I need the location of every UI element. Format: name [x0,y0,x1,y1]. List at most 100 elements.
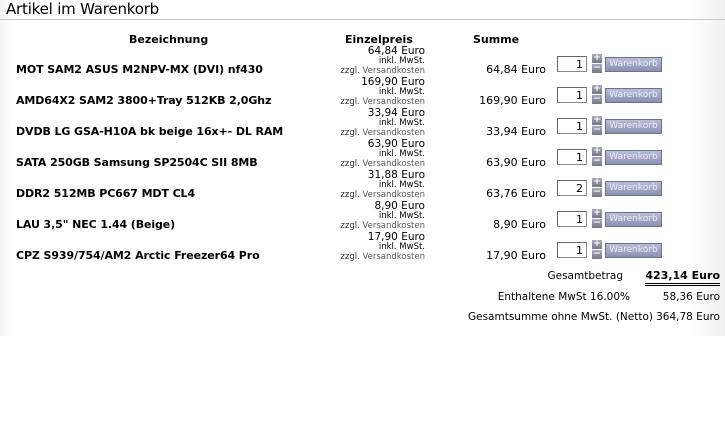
unit-price-value: 17,90 Euro [367,231,425,243]
unit-price: 169,90 Euro inkl. MwSt. zzgl. Versandkos… [340,77,425,107]
unit-price: 63,90 Euro inkl. MwSt. zzgl. Versandkost… [340,139,425,169]
plus-icon[interactable]: + [592,84,602,94]
quantity-input[interactable] [557,242,587,258]
unit-price-value: 8,90 Euro [374,200,425,212]
quantity-input[interactable] [557,118,587,134]
quantity-stepper[interactable]: + − [592,240,602,260]
update-cart-button[interactable]: Warenkorb [605,181,662,196]
shipping-prefix: zzgl. [340,66,360,76]
cart-row: DVDB LG GSA-H10A bk beige 16x+- DL RAM 3… [0,108,725,151]
vat-note: inkl. MwSt. [378,180,425,190]
cart-panel: Artikel im Warenkorb Bezeichnung Einzelp… [0,0,725,336]
plus-icon[interactable]: + [592,239,602,249]
minus-icon[interactable]: − [592,63,602,73]
line-sum: 63,76 Euro [486,187,546,200]
plus-icon[interactable]: + [592,115,602,125]
item-name: CPZ S939/754/AM2 Arctic Freezer64 Pro [16,249,260,262]
cart-row: AMD64X2 SAM2 3800+Tray 512KB 2,0Ghz 169,… [0,77,725,120]
quantity-stepper[interactable]: + − [592,85,602,105]
quantity-input[interactable] [557,211,587,227]
unit-price-value: 31,88 Euro [367,169,425,181]
plus-icon[interactable]: + [592,146,602,156]
update-cart-button[interactable]: Warenkorb [605,57,662,72]
line-sum: 64,84 Euro [486,63,546,76]
shipping-prefix: zzgl. [340,159,360,169]
plus-icon[interactable]: + [592,53,602,63]
line-sum: 169,90 Euro [479,94,546,107]
unit-price: 17,90 Euro inkl. MwSt. zzgl. Versandkost… [340,232,425,262]
item-name: DVDB LG GSA-H10A bk beige 16x+- DL RAM [16,125,284,138]
shipping-link[interactable]: Versandkosten [362,97,426,107]
item-name: DDR2 512MB PC667 MDT CL4 [16,187,196,200]
unit-price: 33,94 Euro inkl. MwSt. zzgl. Versandkost… [340,108,425,138]
quantity-input[interactable] [557,149,587,165]
update-cart-button[interactable]: Warenkorb [605,243,662,258]
quantity-stepper[interactable]: + − [592,209,602,229]
shipping-note: zzgl. Versandkosten [340,252,425,262]
shipping-prefix: zzgl. [340,128,360,138]
shipping-prefix: zzgl. [340,252,360,262]
quantity-input[interactable] [557,180,587,196]
vat-note: inkl. MwSt. [378,87,425,97]
header-name: Bezeichnung [129,33,209,46]
vat-note: inkl. MwSt. [378,56,425,66]
plus-icon[interactable]: + [592,208,602,218]
unit-price-value: 33,94 Euro [367,107,425,119]
unit-price: 31,88 Euro inkl. MwSt. zzgl. Versandkost… [340,170,425,200]
item-name: SATA 250GB Samsung SP2504C SII 8MB [16,156,258,169]
quantity-input[interactable] [557,87,587,103]
cart-row: MOT SAM2 ASUS M2NPV-MX (DVI) nf430 64,84… [0,46,725,89]
shipping-link[interactable]: Versandkosten [362,159,426,169]
net-label: Gesamtsumme ohne MwSt. (Netto) [467,311,653,323]
plus-icon[interactable]: + [592,177,602,187]
minus-icon[interactable]: − [592,187,602,197]
title-divider [0,19,725,20]
update-cart-button[interactable]: Warenkorb [605,119,662,134]
shipping-prefix: zzgl. [340,221,360,231]
quantity-input[interactable] [557,56,587,72]
shipping-link[interactable]: Versandkosten [362,252,426,262]
minus-icon[interactable]: − [592,218,602,228]
item-name: LAU 3,5" NEC 1.44 (Beige) [16,218,176,231]
minus-icon[interactable]: − [592,249,602,259]
unit-price: 8,90 Euro inkl. MwSt. zzgl. Versandkoste… [340,201,425,231]
cart-row: SATA 250GB Samsung SP2504C SII 8MB 63,90… [0,139,725,182]
vat-note: inkl. MwSt. [378,149,425,159]
vat-label: Enthaltene MwSt 16.00% [497,291,630,303]
shipping-note: zzgl. Versandkosten [340,97,425,107]
shipping-link[interactable]: Versandkosten [362,190,426,200]
vat-note: inkl. MwSt. [378,242,425,252]
quantity-stepper[interactable]: + − [592,147,602,167]
total-label: Gesamtbetrag [547,270,623,282]
line-sum: 63,90 Euro [486,156,546,169]
shipping-note: zzgl. Versandkosten [340,66,425,76]
header-sum: Summe [473,33,520,46]
vat-note: inkl. MwSt. [378,211,425,221]
quantity-stepper[interactable]: + − [592,54,602,74]
unit-price-value: 63,90 Euro [367,138,425,150]
update-cart-button[interactable]: Warenkorb [605,88,662,103]
minus-icon[interactable]: − [592,94,602,104]
shipping-note: zzgl. Versandkosten [340,128,425,138]
shipping-note: zzgl. Versandkosten [340,221,425,231]
cart-row: CPZ S939/754/AM2 Arctic Freezer64 Pro 17… [0,232,725,275]
line-sum: 8,90 Euro [493,218,546,231]
update-cart-button[interactable]: Warenkorb [605,150,662,165]
quantity-stepper[interactable]: + − [592,178,602,198]
quantity-stepper[interactable]: + − [592,116,602,136]
shipping-link[interactable]: Versandkosten [362,128,426,138]
shipping-note: zzgl. Versandkosten [340,190,425,200]
unit-price-value: 169,90 Euro [361,76,425,88]
page-title: Artikel im Warenkorb [6,0,159,18]
line-sum: 17,90 Euro [486,249,546,262]
shipping-note: zzgl. Versandkosten [340,159,425,169]
shipping-link[interactable]: Versandkosten [362,66,426,76]
vat-note: inkl. MwSt. [378,118,425,128]
unit-price-value: 64,84 Euro [367,45,425,57]
minus-icon[interactable]: − [592,156,602,166]
shipping-prefix: zzgl. [340,190,360,200]
minus-icon[interactable]: − [592,125,602,135]
update-cart-button[interactable]: Warenkorb [605,212,662,227]
cart-row: DDR2 512MB PC667 MDT CL4 31,88 Euro inkl… [0,170,725,213]
shipping-link[interactable]: Versandkosten [362,221,426,231]
